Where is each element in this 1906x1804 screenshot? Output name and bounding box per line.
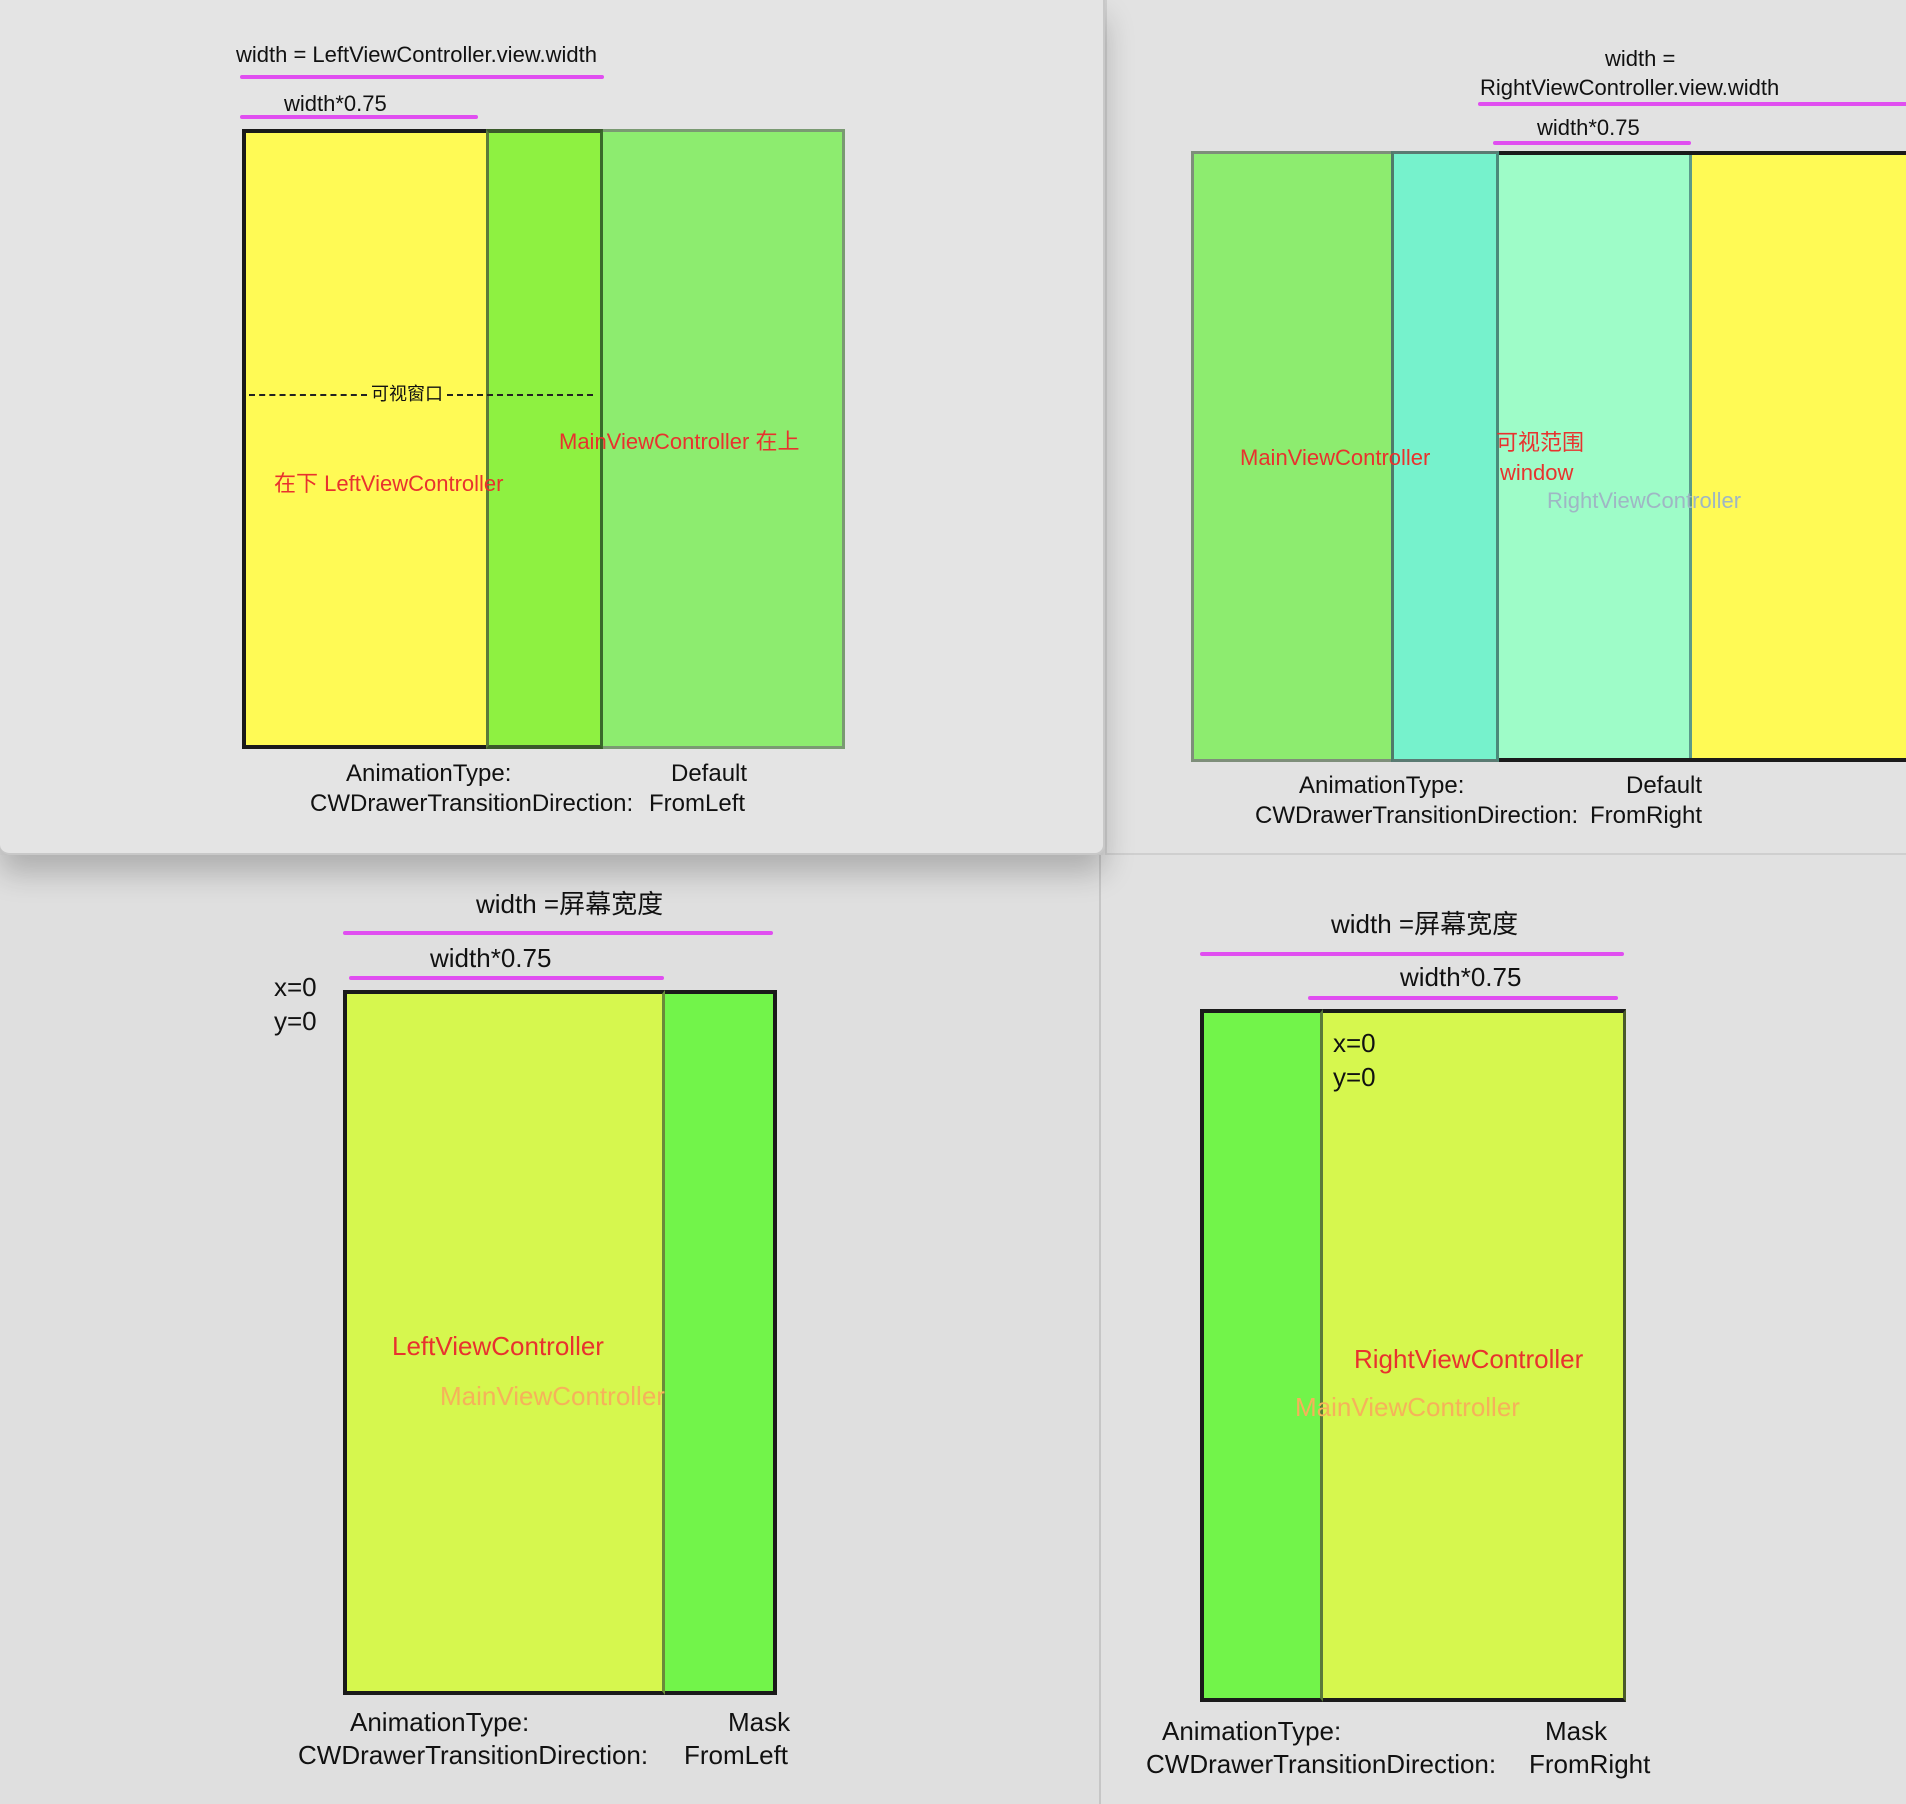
width-underline xyxy=(240,75,604,79)
main-view-label: MainViewController 在上 xyxy=(559,429,800,454)
main-view-label: MainViewController xyxy=(440,1381,665,1411)
width-075-label: width*0.75 xyxy=(1400,962,1522,992)
animation-type-label: AnimationType: xyxy=(350,1707,530,1737)
animation-type-value: Default xyxy=(1626,772,1703,799)
right-view-controller-box xyxy=(1692,151,1906,762)
width-label-2: RightViewController.view.width xyxy=(1480,75,1780,100)
direction-label: CWDrawerTransitionDirection: xyxy=(298,1740,649,1770)
animation-type-value: Mask xyxy=(1545,1716,1608,1746)
overlap-region xyxy=(486,129,603,749)
left-view-controller-box xyxy=(242,129,486,749)
width-075-label: width*0.75 xyxy=(1537,115,1640,140)
width-underline xyxy=(343,931,773,935)
main-view-label: MainViewController xyxy=(1240,445,1431,470)
panel-default-from-right: width = RightViewController.view.width w… xyxy=(1105,0,1906,855)
dash-left xyxy=(249,394,367,397)
width-075-underline xyxy=(1493,141,1691,145)
width-075-underline xyxy=(1308,996,1618,1000)
main-view-controller-box xyxy=(665,990,777,1695)
direction-label: CWDrawerTransitionDirection: xyxy=(1255,802,1579,829)
left-view-label: 在下 LeftViewController xyxy=(274,471,504,496)
animation-type-label: AnimationType: xyxy=(1299,772,1465,799)
y-label: y=0 xyxy=(274,1006,317,1036)
right-view-controller-box xyxy=(1323,1009,1626,1702)
window-label: window xyxy=(1500,460,1574,485)
main-view-controller-box xyxy=(1200,1009,1323,1702)
right-view-label: RightViewController xyxy=(1547,488,1742,513)
panel-mask-from-left: width =屏幕宽度 width*0.75 x=0 y=0 LeftViewC… xyxy=(0,855,1099,1804)
direction-value: FromRight xyxy=(1529,1749,1651,1779)
left-view-label: LeftViewController xyxy=(392,1331,604,1361)
caption: AnimationType: Default CWDrawerTransition… xyxy=(1255,771,1702,831)
panel-mask-from-right: width =屏幕宽度 width*0.75 x=0 y=0 RightView… xyxy=(1099,855,1906,1804)
animation-type-label: AnimationType: xyxy=(1162,1716,1342,1746)
width-label-1: width = xyxy=(1605,46,1676,71)
caption: AnimationType: Default CWDrawerTransition… xyxy=(310,759,747,819)
direction-label: CWDrawerTransitionDirection: xyxy=(310,790,634,817)
dash-right xyxy=(447,394,593,397)
right-view-label: RightViewController xyxy=(1354,1344,1584,1374)
window-region xyxy=(1499,151,1692,762)
direction-value: FromLeft xyxy=(684,1740,789,1770)
right-view-outline xyxy=(1499,151,1906,762)
width-label: width =屏幕宽度 xyxy=(1331,909,1519,939)
y-label: y=0 xyxy=(1333,1062,1376,1092)
visible-window-marker: 可视窗口 xyxy=(249,385,593,403)
width-label: width = LeftViewController.view.width xyxy=(236,42,597,67)
left-view-controller-box xyxy=(343,990,665,1695)
width-075-label: width*0.75 xyxy=(430,943,552,973)
overlap-region xyxy=(1391,151,1499,762)
width-label: width =屏幕宽度 xyxy=(476,889,664,919)
width-075-label: width*0.75 xyxy=(284,91,387,116)
direction-label: CWDrawerTransitionDirection: xyxy=(1146,1749,1497,1779)
x-label: x=0 xyxy=(1333,1028,1376,1058)
main-view-controller-box xyxy=(603,129,845,749)
animation-type-value: Mask xyxy=(728,1707,791,1737)
panel-default-from-left: width = LeftViewController.view.width wi… xyxy=(0,0,1105,855)
animation-type-value: Default xyxy=(671,760,748,787)
x-label: x=0 xyxy=(274,972,317,1002)
visible-window-label: 可视窗口 xyxy=(371,384,443,404)
caption: AnimationType: Mask CWDrawerTransitionDir… xyxy=(298,1706,790,1772)
animation-type-label: AnimationType: xyxy=(346,760,512,787)
width-underline xyxy=(1478,102,1906,106)
main-view-controller-box xyxy=(1191,151,1391,762)
main-view-label: MainViewController xyxy=(1295,1392,1520,1422)
direction-value: FromLeft xyxy=(649,790,746,817)
width-underline xyxy=(1200,952,1624,956)
width-075-underline xyxy=(349,976,664,980)
visible-range-label: 可视范围 xyxy=(1496,430,1585,455)
direction-value: FromRight xyxy=(1590,802,1703,829)
width-075-underline xyxy=(240,115,478,119)
caption: AnimationType: Mask CWDrawerTransitionDir… xyxy=(1146,1715,1650,1781)
